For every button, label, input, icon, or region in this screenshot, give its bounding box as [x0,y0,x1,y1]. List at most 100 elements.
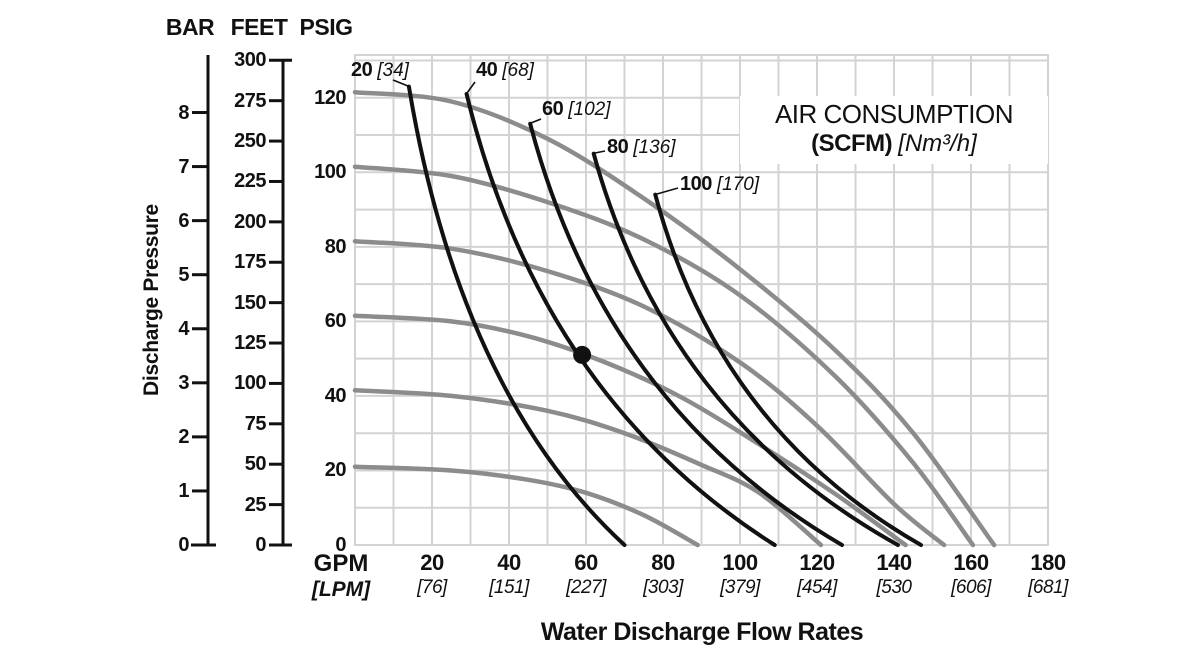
bar-tick-label: 2 [178,426,189,448]
x-tick-label: 60 [227] [544,550,628,600]
bar-tick-label: 5 [178,264,189,286]
plot-border [354,54,1049,546]
psig-tick-label: 40 [324,385,347,407]
air-consumption-line [528,121,844,547]
air-label-scfm: 20 [351,59,373,81]
pump-curve [352,464,700,548]
x-tick-gpm-value: 160 [953,550,989,575]
air-label-scfm: 60 [542,98,564,120]
feet-tick-label: 50 [244,453,267,475]
air-consumption-line [653,192,923,547]
x-tick-label: 20 [76] [390,550,474,600]
x-tick-gpm-value: 180 [1030,550,1066,575]
air-label-leader-line [530,118,542,124]
x-tick-label: 40 [151] [467,550,551,600]
x-axis-unit-gpm: GPM [313,550,369,577]
air-line-label: 40 [68] [476,60,534,81]
x-tick-label: 140 [530 [852,550,936,600]
pump-curve [352,313,908,548]
legend-unit-scfm: (SCFM) [811,130,893,157]
legend-title: AIR CONSUMPTION [774,99,1014,129]
air-label-nm3h: [102] [568,99,611,120]
air-consumption-legend: AIR CONSUMPTION (SCFM) [Nm³/h] [740,99,1048,159]
operating-point-dot [573,345,592,364]
x-tick-gpm-value: 80 [651,550,675,575]
bar-tick-label: 3 [178,372,189,394]
feet-scale-header: FEET [230,14,288,40]
air-consumption-line [406,84,627,547]
feet-tick-label: 275 [234,90,266,112]
x-tick-gpm-value: 120 [799,550,835,575]
feet-tick-label: 250 [234,130,266,152]
air-label-nm3h: [68] [502,60,534,81]
legend-unit-nm3h: [Nm³/h] [898,130,977,157]
feet-tick-label: 200 [234,211,266,233]
air-line-label: 60 [102] [542,99,611,120]
bar-tick-label: 8 [178,102,189,124]
x-tick-lpm-value: [606] [951,577,991,598]
feet-tick-label: 125 [234,332,266,354]
bar-tick-label: 0 [178,534,189,556]
psig-tick-label: 120 [314,87,346,109]
legend-background [740,96,1048,164]
air-label-leader-line [656,187,679,195]
x-tick-label: 120 [454] [775,550,859,600]
feet-tick-label: 175 [234,251,266,273]
x-axis-title: Water Discharge Flow Rates [540,618,864,646]
x-tick-label: 160 [606] [929,550,1013,600]
feet-tick-label: 225 [234,170,266,192]
pump-curve [352,238,947,548]
bar-scale-header: BAR [165,14,215,40]
psig-tick-label: 80 [324,236,347,258]
psig-scale-header: PSIG [299,14,353,40]
feet-tick-label: 75 [244,413,267,435]
air-label-scfm: 100 [680,173,712,195]
air-line-label: 100 [170] [680,174,759,195]
feet-tick-label: 150 [234,292,266,314]
air-label-scfm: 80 [607,136,629,158]
air-label-nm3h: [136] [633,137,676,158]
x-tick-lpm-value: [227] [566,577,606,598]
x-tick-label: 100 [379] [698,550,782,600]
air-consumption-line [591,151,900,547]
bar-tick-label: 4 [178,318,189,340]
feet-tick-label: 0 [255,534,266,556]
x-tick-label: 80 [303] [621,550,705,600]
pump-curve [352,388,824,548]
x-tick-gpm-value: 40 [497,550,521,575]
feet-tick-label: 300 [234,49,266,71]
psig-tick-label: 100 [314,161,346,183]
bar-tick-label: 7 [178,156,189,178]
x-tick-lpm-value: [379] [720,577,760,598]
air-label-leader-line [392,79,409,87]
x-tick-lpm-value: [530 [876,577,912,598]
air-label-nm3h: [34] [377,60,409,81]
x-tick-label: 180 [681] [1006,550,1090,600]
x-tick-lpm-value: [76] [417,577,447,598]
x-tick-lpm-value: [151] [489,577,529,598]
air-line-label: 80 [136] [607,137,676,158]
x-tick-gpm-value: 20 [420,550,444,575]
feet-tick-label: 100 [234,372,266,394]
air-line-label: 20 [34] [351,60,409,81]
feet-tick-label: 25 [244,494,267,516]
air-label-scfm: 40 [476,59,498,81]
psig-tick-label: 0 [335,534,346,556]
x-tick-lpm-value: [681] [1028,577,1068,598]
bar-tick-label: 6 [178,210,189,232]
x-tick-lpm-value: [303] [643,577,683,598]
psig-tick-label: 60 [324,310,347,332]
x-tick-gpm-value: 60 [574,550,598,575]
x-tick-gpm-value: 140 [876,550,912,575]
pump-curve [352,164,976,548]
air-label-nm3h: [170] [716,174,760,195]
x-axis-unit-lpm: [LPM] [311,578,371,601]
legend-units: (SCFM) [Nm³/h] [740,129,1048,159]
air-label-leader-line [466,81,476,94]
bar-tick-label: 1 [178,480,189,502]
air-label-leader-line [594,150,606,154]
psig-tick-label: 20 [324,459,347,481]
x-tick-lpm-value: [454] [797,577,837,598]
